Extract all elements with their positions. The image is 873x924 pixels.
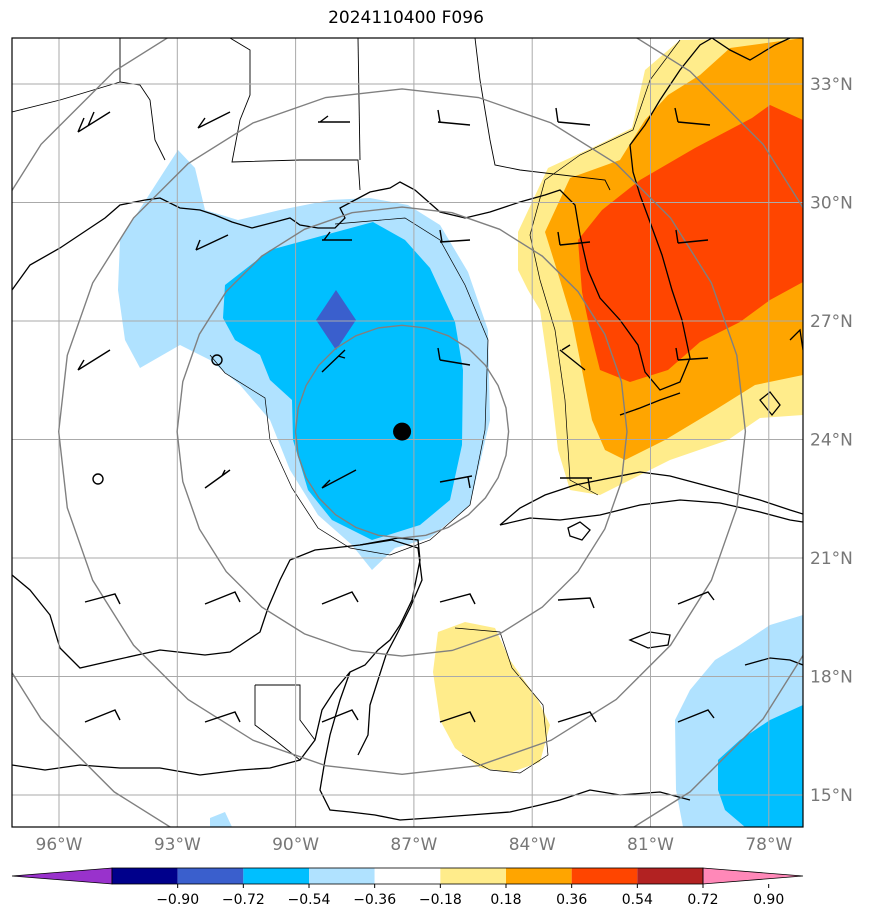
blue-caribbean-region	[718, 705, 803, 827]
colorbar-tick-label: −0.18	[419, 892, 462, 908]
latitude-tick-label: 30°N	[810, 194, 853, 214]
wind-barb	[675, 347, 709, 361]
wind-barb	[321, 709, 359, 723]
wind-barb	[84, 709, 121, 723]
colorbar-tick-label: 0.72	[687, 892, 718, 908]
wind-barb	[321, 349, 346, 373]
wind-barb	[318, 115, 350, 123]
colorbar-tick-label: −0.36	[353, 892, 396, 908]
longitude-tick-label: 87°W	[390, 835, 437, 855]
anomaly-field	[118, 38, 803, 827]
wind-barb	[557, 597, 595, 609]
wind-barb	[677, 591, 715, 605]
colorbar-segment	[571, 868, 638, 884]
wind-barb	[321, 591, 359, 605]
range-ring	[294, 324, 510, 539]
wind-barb	[204, 711, 241, 723]
wind-barb	[677, 709, 715, 723]
map-title: 2024110400 F096	[328, 8, 484, 28]
longitude-tick-label: 78°W	[745, 835, 792, 855]
longitude-tick-label: 81°W	[627, 835, 674, 855]
colorbar-tick-label: 0.36	[556, 892, 587, 908]
longitude-tick-label: 84°W	[509, 835, 556, 855]
wind-barb	[557, 231, 591, 246]
colorbar-tick-label: −0.54	[288, 892, 331, 908]
colorbar-segment	[177, 868, 244, 884]
colorbar-segment	[112, 868, 178, 884]
colorbar-outline	[111, 867, 704, 885]
contour-lines	[209, 39, 681, 774]
wind-barb	[439, 593, 476, 605]
red-orange-florida-region	[578, 105, 803, 382]
wind-barb	[437, 347, 471, 366]
colorbar-extend-low	[11, 867, 113, 885]
wind-barb	[557, 711, 597, 723]
calm-wind-circle	[92, 473, 104, 485]
longitude-tick-label: 90°W	[272, 835, 319, 855]
wind-barb	[322, 231, 352, 241]
yellow-caribbean-region	[433, 622, 550, 772]
wind-barb	[560, 477, 592, 491]
latitude-tick-label: 24°N	[810, 431, 853, 451]
wind-barb	[674, 107, 711, 126]
colorbar-tick-label: 0.18	[490, 892, 521, 908]
wind-barb	[204, 469, 231, 489]
latitude-labels: 33°N 30°N 27°N 24°N 21°N 18°N 15°N	[810, 75, 853, 806]
latitude-tick-label: 21°N	[810, 549, 853, 569]
latitude-tick-label: 18°N	[810, 668, 853, 688]
storm-center-marker	[393, 422, 412, 441]
calm-wind-circle	[211, 354, 223, 366]
colorbar-segment	[374, 868, 441, 884]
longitude-tick-label: 93°W	[154, 835, 201, 855]
range-rings	[12, 38, 803, 827]
colorbar-segment	[637, 868, 703, 884]
wind-barb	[77, 111, 111, 133]
wind-barb	[559, 344, 586, 371]
longitude-labels: 96°W 93°W 90°W 87°W 84°W 81°W 78°W	[36, 835, 793, 855]
colorbar-segment	[309, 868, 375, 884]
longitude-tick-label: 96°W	[36, 835, 83, 855]
blue-gulf-region	[223, 222, 463, 540]
wind-barbs	[77, 107, 715, 723]
wind-barb	[195, 234, 229, 251]
wind-barb	[84, 593, 121, 605]
colorbar-segment	[440, 868, 506, 884]
colorbar: −0.90 −0.72 −0.54 −0.36 −0.18 0.18 0.36 0.54 0.7…	[11, 867, 804, 908]
royal-blue-core	[316, 290, 356, 350]
wind-barb	[439, 711, 476, 723]
colorbar-tick-label: −0.72	[222, 892, 265, 908]
colorbar-tick-label: 0.90	[753, 892, 784, 908]
political-borders	[12, 38, 611, 761]
colorbar-segment	[243, 868, 309, 884]
map-frame	[11, 37, 804, 828]
colorbar-tick-label: 0.54	[622, 892, 653, 908]
small-blue-patch	[210, 812, 232, 827]
wind-barb	[437, 109, 471, 126]
wind-barb	[439, 475, 473, 489]
latitude-tick-label: 33°N	[810, 75, 853, 95]
wind-barb	[555, 107, 591, 126]
range-ring	[176, 206, 628, 657]
coastlines	[12, 38, 803, 821]
colorbar-tick-label: −0.90	[156, 892, 199, 908]
wind-barb	[197, 111, 231, 129]
map-panel	[12, 38, 803, 827]
range-ring	[57, 88, 747, 776]
wind-barb	[77, 349, 111, 371]
latitude-tick-label: 27°N	[810, 312, 853, 332]
wind-barb	[439, 229, 471, 243]
colorbar-extend-high	[702, 867, 804, 885]
latitude-tick-label: 15°N	[810, 786, 853, 806]
wind-barb	[321, 469, 357, 489]
wind-barb	[675, 229, 709, 244]
colorbar-segment	[506, 868, 572, 884]
wind-barb	[204, 591, 241, 605]
